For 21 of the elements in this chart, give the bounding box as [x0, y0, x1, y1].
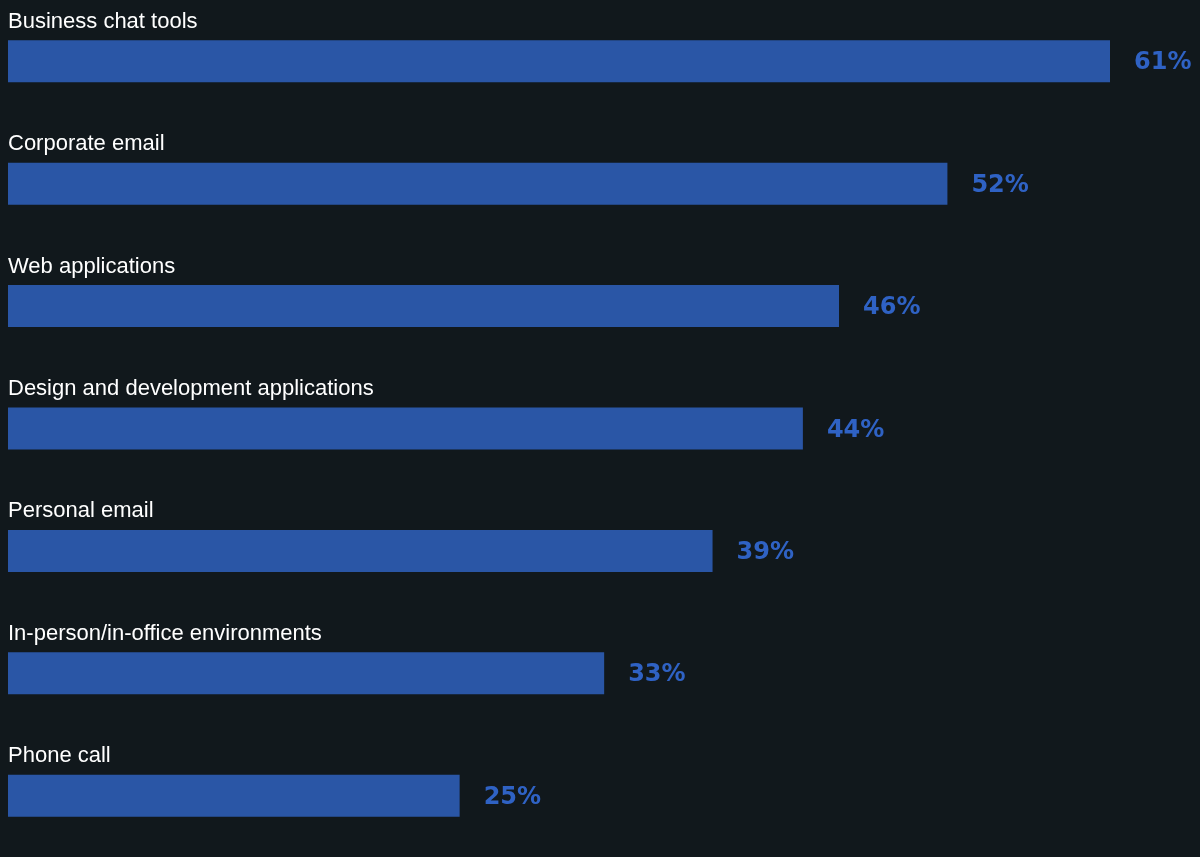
bar: [8, 407, 803, 450]
y-tick-label: Corporate email: [8, 130, 165, 156]
bar: [8, 652, 605, 695]
data-label: 52%: [971, 169, 1029, 198]
data-label: 33%: [628, 659, 686, 688]
data-label: 25%: [483, 781, 542, 810]
data-label: 39%: [736, 536, 795, 565]
bar: [8, 529, 713, 572]
y-tick-label: Web applications: [8, 252, 176, 278]
y-tick-label: Business chat tools: [8, 7, 198, 33]
y-tick-label: Design and development applications: [8, 375, 374, 400]
bar: [8, 774, 460, 817]
data-label: 44%: [826, 414, 885, 443]
bar: [8, 40, 1110, 83]
bar: [8, 285, 840, 328]
bar: [8, 162, 948, 205]
y-tick-label: Personal email: [8, 497, 154, 523]
data-label: 61%: [1134, 47, 1192, 76]
y-tick-label: Phone call: [8, 742, 111, 768]
data-label: 46%: [863, 292, 921, 321]
y-tick-label: In-person/in-office environments: [8, 619, 322, 645]
